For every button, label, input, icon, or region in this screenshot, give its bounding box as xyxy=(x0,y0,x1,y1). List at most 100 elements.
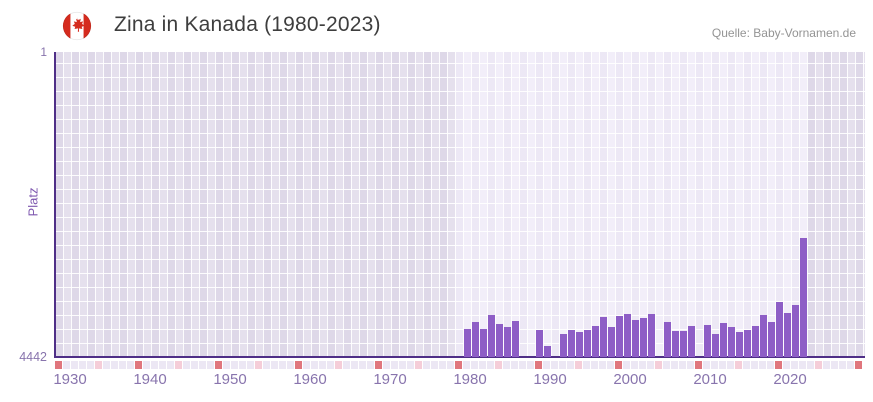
marker-cell-1981 xyxy=(463,361,470,369)
bar-2012 xyxy=(712,334,719,357)
canada-flag-icon xyxy=(62,11,92,41)
x-tick-1960: 1960 xyxy=(293,371,327,388)
marker-cell-2012 xyxy=(711,361,718,369)
bar-2011 xyxy=(704,325,711,357)
bar-2002 xyxy=(632,320,639,357)
marker-cell-2000 xyxy=(615,361,622,369)
marker-cell-1968 xyxy=(359,361,366,369)
x-tick-1990: 1990 xyxy=(533,371,567,388)
marker-cell-1994 xyxy=(567,361,574,369)
y-axis-line xyxy=(54,52,56,358)
bar-1987 xyxy=(512,321,519,357)
marker-cell-1974 xyxy=(407,361,414,369)
marker-cell-1999 xyxy=(607,361,614,369)
bar-2003 xyxy=(640,318,647,357)
bar-1985 xyxy=(496,324,503,357)
marker-cell-1948 xyxy=(199,361,206,369)
x-tick-labels: 1930 1940 1950 1960 1970 1980 1990 2000 2010 2020 xyxy=(53,371,865,393)
marker-cell-1932 xyxy=(71,361,78,369)
marker-cell-1951 xyxy=(223,361,230,369)
y-axis-title: Platz xyxy=(25,187,41,217)
marker-cell-1934 xyxy=(87,361,94,369)
bar-2000 xyxy=(616,316,623,357)
marker-cell-1980 xyxy=(455,361,462,369)
marker-cell-1954 xyxy=(247,361,254,369)
marker-cell-1978 xyxy=(439,361,446,369)
marker-cell-1962 xyxy=(311,361,318,369)
marker-cell-1996 xyxy=(583,361,590,369)
marker-cell-1970 xyxy=(375,361,382,369)
marker-cell-1991 xyxy=(543,361,550,369)
marker-cell-2025 xyxy=(815,361,822,369)
bar-1984 xyxy=(488,315,495,357)
x-tick-1980: 1980 xyxy=(453,371,487,388)
bar-1991 xyxy=(544,346,551,357)
marker-cell-1964 xyxy=(327,361,334,369)
bars-container xyxy=(55,52,865,358)
marker-cell-2001 xyxy=(623,361,630,369)
bar-2009 xyxy=(688,326,695,357)
marker-cell-2015 xyxy=(735,361,742,369)
marker-cell-2010 xyxy=(695,361,702,369)
bar-2001 xyxy=(624,314,631,357)
x-tick-1940: 1940 xyxy=(133,371,167,388)
marker-cell-2009 xyxy=(687,361,694,369)
marker-cell-1959 xyxy=(287,361,294,369)
marker-cell-1945 xyxy=(175,361,182,369)
x-tick-2000: 2000 xyxy=(613,371,647,388)
marker-cell-1976 xyxy=(423,361,430,369)
marker-cell-1942 xyxy=(151,361,158,369)
bar-2014 xyxy=(728,327,735,357)
marker-cell-1944 xyxy=(167,361,174,369)
marker-cell-1975 xyxy=(415,361,422,369)
marker-cell-1941 xyxy=(143,361,150,369)
marker-cell-2021 xyxy=(783,361,790,369)
marker-cell-2011 xyxy=(703,361,710,369)
bar-1986 xyxy=(504,327,511,357)
marker-cell-1972 xyxy=(391,361,398,369)
x-axis-line xyxy=(54,356,865,358)
bar-1981 xyxy=(464,329,471,357)
marker-cell-1997 xyxy=(591,361,598,369)
bar-2021 xyxy=(784,313,791,357)
marker-cell-2018 xyxy=(759,361,766,369)
page-title: Zina in Kanada (1980-2023) xyxy=(114,13,381,36)
marker-cell-1995 xyxy=(575,361,582,369)
marker-cell-1930 xyxy=(55,361,62,369)
marker-cell-1943 xyxy=(159,361,166,369)
marker-cell-1984 xyxy=(487,361,494,369)
bar-2013 xyxy=(720,323,727,357)
grid-overlay xyxy=(55,52,865,358)
marker-cell-1956 xyxy=(263,361,270,369)
marker-cell-2004 xyxy=(647,361,654,369)
x-tick-2010: 2010 xyxy=(693,371,727,388)
marker-cell-1983 xyxy=(479,361,486,369)
bar-2017 xyxy=(752,326,759,357)
bar-2018 xyxy=(760,315,767,357)
marker-cell-1958 xyxy=(279,361,286,369)
marker-cell-2023 xyxy=(799,361,806,369)
marker-cell-2022 xyxy=(791,361,798,369)
marker-cell-1989 xyxy=(527,361,534,369)
marker-cell-1965 xyxy=(335,361,342,369)
marker-cell-1939 xyxy=(127,361,134,369)
x-tick-2020: 2020 xyxy=(773,371,807,388)
bar-2007 xyxy=(672,331,679,357)
marker-cell-1961 xyxy=(303,361,310,369)
bar-2015 xyxy=(736,332,743,357)
x-tick-1950: 1950 xyxy=(213,371,247,388)
marker-cell-1969 xyxy=(367,361,374,369)
marker-cell-2020 xyxy=(775,361,782,369)
marker-cell-1979 xyxy=(447,361,454,369)
marker-cell-2006 xyxy=(663,361,670,369)
marker-cell-2005 xyxy=(655,361,662,369)
marker-cell-2024 xyxy=(807,361,814,369)
bar-2008 xyxy=(680,331,687,357)
marker-cell-2017 xyxy=(751,361,758,369)
bar-1993 xyxy=(560,334,567,357)
marker-cell-1993 xyxy=(559,361,566,369)
x-tick-1970: 1970 xyxy=(373,371,407,388)
marker-cell-1985 xyxy=(495,361,502,369)
marker-cell-2002 xyxy=(631,361,638,369)
marker-cell-1977 xyxy=(431,361,438,369)
